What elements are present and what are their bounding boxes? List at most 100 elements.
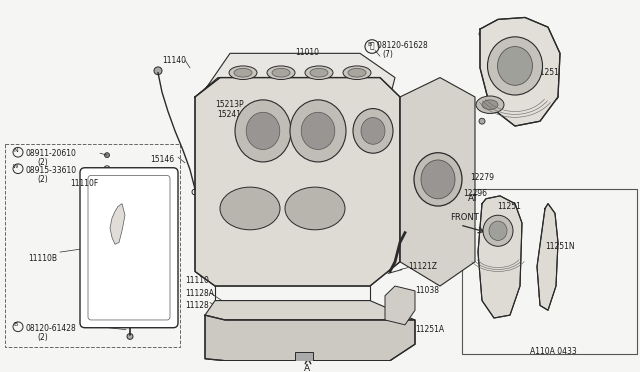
Circle shape (307, 307, 313, 313)
Circle shape (307, 353, 313, 359)
Text: B: B (14, 322, 18, 327)
Text: 12296: 12296 (463, 189, 487, 198)
Ellipse shape (229, 66, 257, 80)
Ellipse shape (361, 118, 385, 144)
Polygon shape (537, 203, 558, 310)
Text: 11251A: 11251A (415, 325, 444, 334)
Circle shape (104, 153, 109, 158)
Circle shape (479, 118, 485, 124)
Circle shape (541, 294, 545, 298)
Circle shape (89, 176, 93, 180)
Circle shape (163, 314, 171, 322)
Circle shape (87, 174, 95, 182)
Text: 11251: 11251 (535, 68, 559, 77)
Polygon shape (195, 53, 395, 97)
Ellipse shape (301, 112, 335, 150)
Polygon shape (205, 315, 415, 361)
Text: N: N (13, 148, 19, 153)
Circle shape (154, 67, 162, 75)
Text: 11110B: 11110B (28, 254, 57, 263)
Circle shape (127, 170, 133, 176)
Ellipse shape (310, 68, 328, 77)
Text: 11038: 11038 (415, 286, 439, 295)
Circle shape (358, 355, 362, 358)
Text: (2): (2) (37, 158, 48, 167)
Ellipse shape (246, 112, 280, 150)
Ellipse shape (353, 109, 393, 153)
Ellipse shape (421, 160, 455, 199)
Polygon shape (400, 78, 475, 286)
Text: (2): (2) (37, 333, 48, 341)
Ellipse shape (489, 221, 507, 240)
Circle shape (127, 334, 133, 339)
Text: FRONT: FRONT (450, 213, 479, 222)
Circle shape (552, 55, 558, 61)
Bar (5, 144, 180, 347)
Text: B: B (367, 42, 371, 47)
Ellipse shape (414, 153, 462, 206)
Polygon shape (195, 78, 400, 286)
Ellipse shape (305, 66, 333, 80)
Ellipse shape (343, 66, 371, 80)
Circle shape (219, 354, 225, 360)
Text: 08915-33610: 08915-33610 (25, 166, 76, 175)
Circle shape (89, 316, 93, 320)
Ellipse shape (488, 37, 543, 95)
Text: 11128A: 11128A (185, 289, 214, 298)
Circle shape (106, 167, 109, 170)
Text: (2): (2) (37, 174, 48, 183)
Ellipse shape (348, 68, 366, 77)
Ellipse shape (267, 66, 295, 80)
Text: Ⓑ 08120-61628: Ⓑ 08120-61628 (370, 41, 428, 50)
Circle shape (308, 355, 312, 357)
Text: A110A 0433: A110A 0433 (530, 347, 577, 356)
Text: A: A (304, 363, 310, 372)
Circle shape (163, 174, 171, 182)
Circle shape (87, 314, 95, 322)
Ellipse shape (285, 187, 345, 230)
Polygon shape (205, 301, 415, 320)
Circle shape (308, 309, 312, 312)
Text: AT: AT (468, 194, 479, 203)
Circle shape (219, 307, 225, 313)
Circle shape (552, 94, 558, 100)
Text: (7): (7) (382, 51, 393, 60)
Text: 08911-20610: 08911-20610 (25, 149, 76, 158)
Bar (462, 189, 637, 354)
Polygon shape (480, 17, 560, 126)
Ellipse shape (290, 100, 346, 162)
Text: 11251N: 11251N (545, 243, 575, 251)
Circle shape (362, 307, 368, 313)
Polygon shape (385, 286, 415, 325)
Ellipse shape (482, 100, 498, 110)
Ellipse shape (272, 68, 290, 77)
Text: 11010: 11010 (295, 48, 319, 58)
Text: 15146: 15146 (150, 155, 174, 164)
Text: 15213P: 15213P (215, 100, 244, 109)
Text: 11110F: 11110F (70, 179, 99, 188)
Circle shape (221, 309, 223, 312)
Ellipse shape (234, 68, 252, 77)
Text: 11110: 11110 (185, 276, 209, 285)
Ellipse shape (497, 46, 532, 85)
Circle shape (479, 31, 485, 37)
Text: 15241: 15241 (217, 110, 241, 119)
Circle shape (539, 292, 547, 299)
Text: 08120-61428: 08120-61428 (25, 324, 76, 333)
Polygon shape (478, 196, 522, 318)
Text: W: W (13, 164, 19, 169)
Text: 11140: 11140 (162, 56, 186, 65)
Circle shape (364, 309, 367, 312)
FancyBboxPatch shape (80, 168, 178, 328)
Circle shape (89, 247, 93, 251)
Text: 11251: 11251 (497, 202, 521, 211)
Circle shape (165, 176, 169, 180)
Text: 11121Z: 11121Z (408, 262, 437, 271)
Circle shape (165, 316, 169, 320)
Bar (295, 352, 313, 362)
Ellipse shape (235, 100, 291, 162)
Text: 11128: 11128 (185, 301, 209, 310)
Ellipse shape (483, 215, 513, 246)
Ellipse shape (220, 187, 280, 230)
Text: 12279: 12279 (470, 173, 494, 182)
